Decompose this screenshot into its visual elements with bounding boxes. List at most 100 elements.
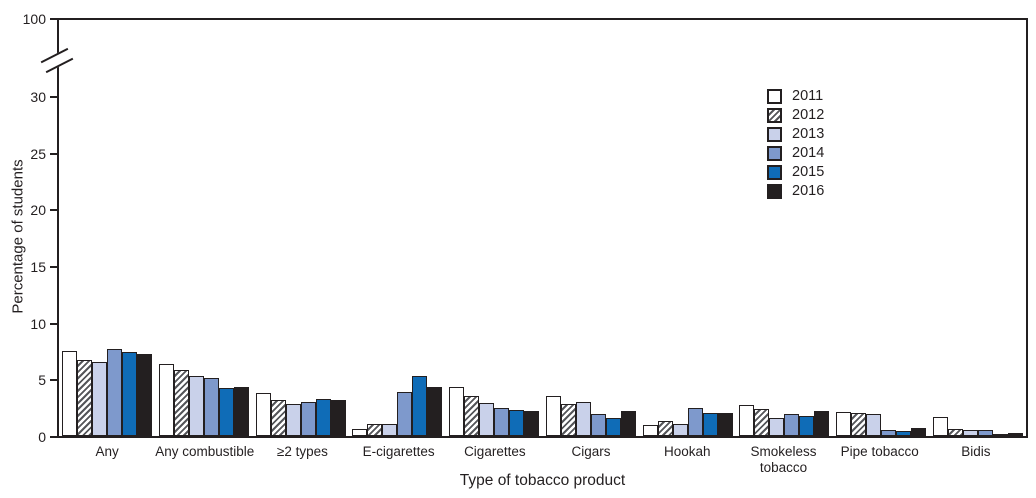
bar: [382, 423, 398, 436]
bar: [137, 354, 153, 436]
bar: [174, 370, 190, 436]
bar: [865, 414, 881, 436]
bar-group: [639, 407, 736, 436]
bar: [910, 428, 926, 436]
bar-group: [736, 405, 833, 436]
legend-swatch: [767, 184, 782, 199]
x-category-label: Bidis: [961, 444, 991, 459]
bar: [947, 429, 963, 436]
bar-group: [59, 348, 156, 436]
bar: [255, 392, 271, 436]
legend-item: 2016: [767, 184, 824, 199]
bar-group: [252, 392, 349, 436]
bar: [962, 430, 978, 436]
y-tick-mark: [50, 266, 58, 269]
bar: [449, 387, 465, 436]
bar: [367, 423, 383, 436]
bar: [330, 399, 346, 436]
bar: [992, 433, 1008, 436]
bar: [560, 404, 576, 436]
bar: [620, 411, 636, 436]
bar: [657, 421, 673, 436]
x-axis-labels: Any Any combustible ≥2 types E-cigarettes Ci…: [59, 444, 1024, 475]
legend-label: 2012: [792, 107, 825, 123]
bar: [880, 430, 896, 436]
plot-area: [57, 18, 1028, 438]
legend-label: 2013: [792, 126, 825, 142]
legend-swatch: [767, 89, 782, 104]
bar: [427, 387, 443, 436]
legend-swatch: [767, 146, 782, 161]
bar: [672, 423, 688, 436]
x-category-label: Any combustible: [155, 444, 255, 459]
bar: [397, 391, 413, 436]
x-category-label: Smokeless tobacco: [750, 444, 817, 475]
bar: [122, 352, 138, 436]
bar: [590, 414, 606, 436]
bar: [315, 398, 331, 436]
bar: [270, 399, 286, 436]
bar: [479, 403, 495, 436]
y-tick-label: 10: [30, 315, 46, 332]
bar: [92, 362, 108, 436]
bar: [702, 413, 718, 436]
legend-item: 2015: [767, 165, 824, 180]
y-tick-label: 25: [30, 145, 46, 162]
legend-item: 2014: [767, 146, 824, 161]
x-category-label: Cigars: [571, 444, 611, 459]
x-category-label: Pipe tobacco: [840, 444, 919, 459]
legend: 2011 2012 2013 2014 2015 2016: [767, 89, 824, 203]
legend-item: 2011: [767, 89, 824, 104]
bar: [895, 431, 911, 436]
bar: [412, 375, 428, 436]
bar-group: [543, 396, 640, 436]
bar: [754, 408, 770, 436]
y-tick-mark: [50, 436, 58, 438]
legend-item: 2012: [767, 108, 824, 123]
bar: [189, 375, 205, 436]
legend-swatch: [767, 165, 782, 180]
bar: [494, 407, 510, 436]
bar: [204, 378, 220, 436]
y-tick-label: 15: [30, 259, 46, 276]
bar: [739, 405, 755, 436]
bar-groups: [59, 20, 1026, 436]
bar: [234, 387, 250, 436]
y-tick-label: 20: [30, 202, 46, 219]
x-axis-title: Type of tobacco product: [459, 472, 626, 489]
y-tick-label: 5: [38, 372, 46, 389]
y-axis-title: Percentage of students: [9, 159, 27, 314]
bar: [769, 417, 785, 436]
bar: [545, 396, 561, 436]
bar-group: [929, 416, 1026, 436]
legend-label: 2015: [792, 164, 825, 180]
bar: [77, 360, 93, 436]
bar: [464, 396, 480, 436]
bar: [575, 402, 591, 436]
bar-group: [446, 387, 543, 436]
bar: [107, 348, 123, 436]
bar: [932, 416, 948, 436]
bar: [605, 417, 621, 436]
legend-label: 2011: [792, 88, 824, 104]
bar: [717, 413, 733, 436]
bar: [285, 404, 301, 436]
legend-swatch: [767, 108, 782, 123]
x-category-label: Any: [95, 444, 119, 459]
bar: [799, 415, 815, 436]
y-tick-label: 0: [38, 429, 46, 445]
y-tick-mark: [50, 322, 58, 325]
y-tick-mark: [50, 96, 58, 99]
bar: [352, 429, 368, 436]
x-category-label: E-cigarettes: [362, 444, 435, 459]
bar: [509, 409, 525, 436]
legend-swatch: [767, 127, 782, 142]
bar: [814, 411, 830, 436]
bar-group: [156, 363, 253, 436]
x-category-label: Hookah: [663, 444, 711, 459]
bar-group: [349, 375, 446, 436]
bar: [524, 411, 540, 436]
bar: [835, 412, 851, 436]
legend-label: 2014: [792, 145, 825, 161]
legend-item: 2013: [767, 127, 824, 142]
